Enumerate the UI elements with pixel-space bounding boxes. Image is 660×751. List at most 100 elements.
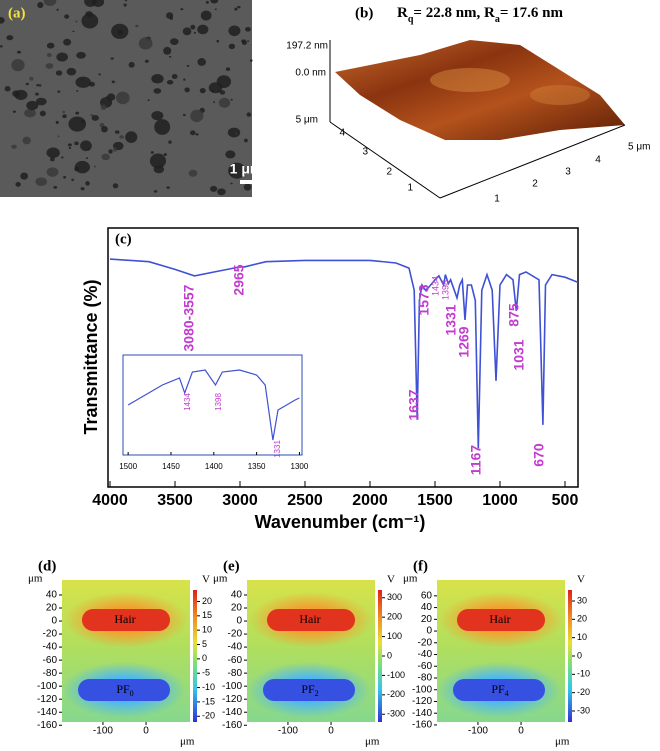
hair-core: [267, 609, 355, 631]
spot: [116, 91, 130, 105]
spot: [56, 8, 59, 11]
y-tick-label: -40: [228, 642, 243, 653]
y-tick-label: -140: [37, 707, 57, 718]
region-label-part: PF: [491, 682, 505, 696]
spot: [237, 5, 241, 9]
colorbar-tick-label: 10: [577, 632, 587, 642]
spot: [209, 185, 218, 192]
spot: [63, 38, 72, 46]
y-tick-label: 60: [421, 590, 433, 601]
region-label-part: 2: [315, 689, 319, 698]
spot: [101, 125, 108, 133]
spot: [218, 89, 221, 93]
spot: [190, 24, 196, 30]
spot: [163, 46, 172, 55]
spot: [66, 67, 77, 76]
panel-label: (a): [8, 5, 26, 21]
spot: [68, 116, 87, 132]
spot: [249, 59, 253, 62]
spot: [76, 51, 86, 59]
spot: [186, 64, 190, 67]
region-label: PF0: [116, 682, 133, 699]
spot: [46, 52, 52, 58]
x-unit: μm: [365, 736, 380, 748]
spot: [110, 57, 114, 60]
spot: [200, 10, 212, 21]
y-tick-label: -60: [43, 655, 58, 666]
spot: [80, 187, 85, 191]
spot: [228, 25, 241, 37]
spot: [230, 98, 233, 101]
y-tick-label: 0: [426, 626, 432, 637]
spot: [150, 151, 154, 154]
spot: [117, 29, 123, 35]
spot: [144, 59, 149, 63]
spot: [227, 127, 241, 138]
spot: [85, 181, 90, 186]
peak-label: 1398: [214, 393, 223, 411]
spot: [205, 0, 209, 4]
x-tick-label: -100: [278, 726, 298, 737]
spot: [11, 58, 25, 72]
spot: [90, 114, 94, 117]
colorbar: [378, 590, 382, 722]
spot: [68, 146, 72, 149]
y-tick-label: -20: [418, 637, 433, 648]
spot: [108, 149, 113, 154]
pf-core: [78, 679, 170, 701]
spot: [197, 58, 206, 66]
y-tick-label: -140: [222, 707, 242, 718]
colorbar-tick-label: 10: [202, 625, 212, 635]
spot: [218, 97, 231, 108]
spot: [64, 14, 70, 19]
spot: [0, 17, 5, 24]
spot: [213, 101, 216, 104]
spot: [55, 70, 63, 76]
y-tick-label: -140: [412, 708, 432, 719]
tick-label: 197.2 nm: [286, 41, 328, 52]
y-tick-label: -40: [418, 649, 433, 660]
map-panel: HairPF040200-20-40-60-80-100-120-140-160…: [28, 558, 215, 747]
colorbar-tick-label: 0: [577, 650, 582, 660]
spectrum-line: [127, 369, 300, 441]
x-tick-label: 1000: [482, 492, 518, 509]
hair-core: [457, 609, 545, 631]
peak-label: 670: [531, 443, 547, 467]
spot: [35, 92, 39, 96]
tick-label: 5 μm: [296, 115, 318, 126]
tick-label: 3: [362, 147, 368, 158]
spot: [49, 157, 55, 162]
region-label-part: PF: [116, 682, 130, 696]
colorbar-unit: V: [387, 574, 395, 586]
peak-label: 2965: [231, 264, 247, 295]
colorbar-tick-label: 0: [387, 650, 392, 660]
spot: [151, 74, 164, 84]
spot: [195, 133, 199, 136]
spot: [106, 93, 116, 101]
spot: [193, 31, 197, 34]
axis: [329, 121, 441, 199]
y-tick-label: -100: [412, 684, 432, 695]
tick-label: 4: [339, 128, 345, 139]
spot: [189, 130, 196, 136]
spot: [125, 131, 138, 143]
spot: [171, 74, 178, 80]
spot: [71, 178, 74, 182]
spot: [36, 84, 40, 87]
x-tick-label: 1500: [119, 462, 137, 471]
spot: [243, 183, 252, 191]
spot: [210, 0, 219, 4]
spot: [11, 144, 17, 149]
peak-label: 1573: [416, 284, 432, 315]
plots: 4000 3500 3000 2500 2000 1500 1000 5003080-3557…: [28, 227, 590, 748]
spot: [0, 45, 3, 48]
x-tick-label: 0: [518, 726, 524, 737]
spot: [101, 153, 110, 161]
spot: [12, 110, 16, 113]
tick-label: 1: [407, 183, 413, 194]
hair-core: [82, 609, 170, 631]
region-label-part: 0: [130, 689, 134, 698]
spot: [20, 172, 29, 180]
spot: [81, 13, 99, 29]
